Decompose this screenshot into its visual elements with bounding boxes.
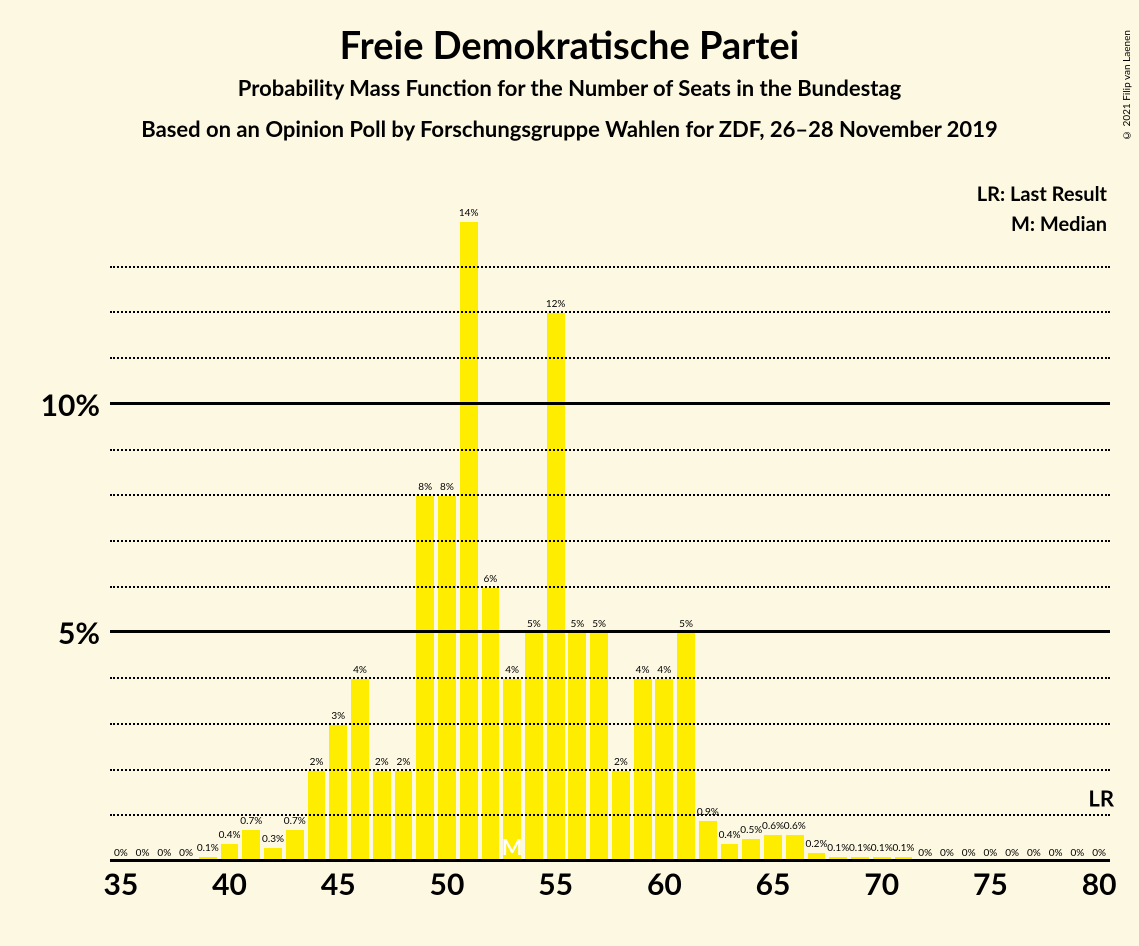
bar-value-label: 14% [459,207,479,219]
bar-value-label: 0% [962,847,976,859]
bar-value-label: 0% [918,847,932,859]
bar-value-label: 5% [527,618,541,630]
bar-value-label: 0% [157,847,171,859]
bar [568,633,586,862]
y-axis-label: 10% [41,387,100,423]
gridline-minor [110,723,1110,725]
bar-value-label: 4% [353,664,367,676]
bar-value-label: 5% [570,618,584,630]
bar [547,313,565,862]
bar-value-label: 2% [614,756,628,768]
bar-value-label: 0.1% [197,842,219,854]
x-axis-label: 45 [321,866,356,902]
bar-value-label: 0.3% [262,833,284,845]
chart-title: Freie Demokratische Partei [0,22,1139,68]
bar-value-label: 0.1% [871,842,893,854]
bar [590,633,608,862]
bar-value-label: 0% [179,847,193,859]
gridline-minor [110,677,1110,679]
x-axis-label: 35 [103,866,138,902]
bar-value-label: 0% [1070,847,1084,859]
bar [482,588,500,862]
bar-value-label: 0% [1027,847,1041,859]
gridline-minor [110,266,1110,268]
bar-value-label: 0% [136,847,150,859]
x-labels-container: 35404550556065707580 [110,866,1110,906]
gridline-minor [110,769,1110,771]
bar-value-label: 0.1% [827,842,849,854]
bar-value-label: 0.4% [219,829,241,841]
gridline-minor [110,449,1110,451]
bar-value-label: 0.2% [806,838,828,850]
bar [634,679,652,862]
bar-value-label: 0.6% [762,820,784,832]
bar-value-label: 3% [331,710,345,722]
bar [764,835,782,862]
bar-value-label: 4% [657,664,671,676]
bar-value-label: 8% [440,481,454,493]
x-axis-label: 50 [430,866,465,902]
x-axis-label: 80 [1082,866,1117,902]
bar-value-label: 0.1% [892,842,914,854]
x-axis-label: 40 [212,866,247,902]
bar [786,835,804,862]
bar [351,679,369,862]
bar-value-label: 0% [1005,847,1019,859]
legend-lr: LR: Last Result [977,182,1107,206]
bar [329,725,347,862]
bar-value-label: 2% [397,756,411,768]
bar-value-label: 12% [546,298,566,310]
bar [655,679,673,862]
x-axis-label: 75 [973,866,1008,902]
bar-value-label: 0.6% [784,820,806,832]
bar-value-label: 8% [418,481,432,493]
copyright-text: © 2021 Filip van Laenen [1121,30,1133,141]
bar-value-label: 0.7% [284,815,306,827]
bar [242,830,260,862]
bar-value-label: 4% [636,664,650,676]
x-axis-label: 55 [538,866,573,902]
bar-value-label: 0% [1049,847,1063,859]
bar-value-label: 0.4% [719,829,741,841]
chart-subtitle-1: Probability Mass Function for the Number… [0,74,1139,101]
chart-plot-area: 0%0%0%0%0.1%0.4%0.7%0.3%0.7%2%3%4%2%2%8%… [110,222,1110,862]
gridline-minor [110,494,1110,496]
bar-value-label: 0% [940,847,954,859]
bar [525,633,543,862]
chart-subtitle-2: Based on an Opinion Poll by Forschungsgr… [0,115,1139,142]
bar-value-label: 6% [484,573,498,585]
gridline-major [110,630,1110,633]
bar-value-label: 5% [592,618,606,630]
gridline-minor [110,311,1110,313]
bar-value-label: 0.5% [740,824,762,836]
bar [677,633,695,862]
bar-value-label: 0.7% [240,815,262,827]
bars-container: 0%0%0%0%0.1%0.4%0.7%0.3%0.7%2%3%4%2%2%8%… [110,222,1110,862]
bar-value-label: 2% [310,756,324,768]
gridline-major [110,402,1110,405]
bar-value-label: 4% [505,664,519,676]
x-axis-label: 70 [864,866,899,902]
bar-value-label: 5% [679,618,693,630]
gridline-minor [110,357,1110,359]
bar-value-label: 0% [114,847,128,859]
bar-value-label: 0% [984,847,998,859]
bar-value-label: 0.1% [849,842,871,854]
bar [699,821,717,862]
x-axis-label: 60 [647,866,682,902]
bar [286,830,304,862]
y-axis-label: 5% [58,615,100,651]
gridline-minor [110,814,1110,816]
x-axis-label: 65 [756,866,791,902]
bar [460,222,478,862]
bar-value-label: 0% [1092,847,1106,859]
bar-value-label: 2% [375,756,389,768]
median-marker: M [502,833,523,860]
gridline-minor [110,540,1110,542]
lr-marker: LR [1088,785,1114,812]
gridline-minor [110,586,1110,588]
x-axis-baseline [110,859,1110,862]
